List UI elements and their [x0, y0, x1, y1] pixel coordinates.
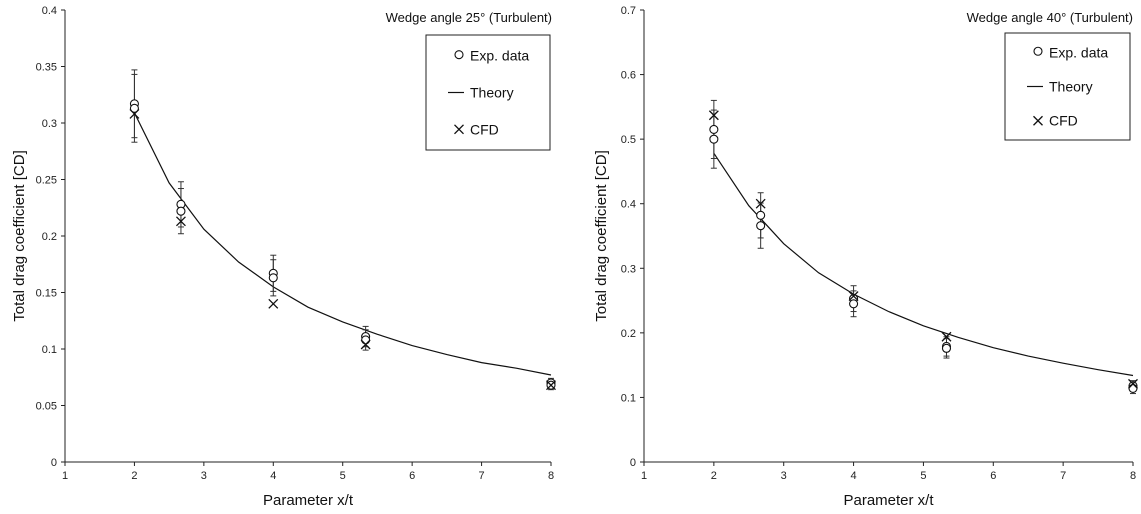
- legend-box: [1004, 32, 1131, 141]
- theory-line: [713, 152, 1134, 377]
- exp-data-marker: [709, 134, 719, 144]
- y-tick-label: 0.4: [42, 5, 57, 17]
- x-tick-label: 4: [851, 470, 857, 482]
- cfd-marker: [941, 331, 952, 342]
- exp-data-marker: [941, 343, 952, 353]
- y-tick-label: 0.2: [621, 328, 636, 340]
- legend-label: Exp. data: [470, 48, 529, 64]
- y-tick-label: 0.1: [621, 392, 636, 404]
- y-tick-label: 0.4: [621, 199, 636, 211]
- legend-box: [425, 34, 551, 151]
- x-tick-label: 5: [340, 470, 346, 482]
- y-tick-label: 0.25: [36, 175, 57, 187]
- y-tick-label: 0.15: [36, 288, 57, 300]
- x-tick-label: 4: [270, 470, 276, 482]
- cfd-marker: [708, 110, 719, 121]
- x-axis-title: Parameter x/t: [263, 492, 354, 509]
- exp-data-marker: [176, 206, 186, 216]
- chart-panel-0: 1 2 3 4 5 6 7 8 0 0.05 0.1 0.15 0.2 0.25 0.3 0.35 0.4 Par…: [11, 5, 556, 509]
- y-tick-label: 0.5: [621, 134, 636, 146]
- exp-data-marker: [1033, 46, 1043, 56]
- exp-data-marker: [756, 221, 766, 231]
- chart-panel-1: 1 2 3 4 5 6 7 8 0 0.1 0.2 0.3 0.4 0.5 0.6 0.7 Parameter …: [593, 5, 1138, 509]
- x-tick-label: 2: [711, 470, 717, 482]
- cfd-marker: [755, 198, 766, 209]
- y-tick-label: 0.1: [42, 344, 57, 356]
- exp-data-marker: [709, 124, 719, 135]
- exp-data-marker: [361, 335, 371, 345]
- exp-data-marker: [129, 103, 139, 113]
- cfd-marker: [454, 124, 464, 135]
- legend-label: Theory: [470, 85, 514, 101]
- x-tick-label: 8: [1130, 470, 1136, 482]
- x-tick-label: 1: [641, 470, 647, 482]
- chart-annotation: Wedge angle 25° (Turbulent): [386, 10, 552, 25]
- legend-label: Exp. data: [1049, 44, 1108, 60]
- x-tick-label: 5: [920, 470, 926, 482]
- chart-annotation: Wedge angle 40° (Turbulent): [967, 10, 1133, 25]
- exp-data-marker: [454, 50, 464, 60]
- y-tick-label: 0: [51, 457, 57, 469]
- x-tick-label: 2: [131, 470, 137, 482]
- x-tick-label: 3: [201, 470, 207, 482]
- x-tick-label: 6: [409, 470, 415, 482]
- cfd-marker: [546, 380, 556, 391]
- legend-label: Theory: [1049, 79, 1093, 95]
- cfd-marker: [360, 339, 371, 350]
- cfd-marker: [129, 109, 140, 119]
- y-tick-label: 0.3: [621, 263, 636, 275]
- cfd-marker: [268, 298, 279, 309]
- x-tick-label: 8: [548, 470, 554, 482]
- x-tick-label: 1: [62, 470, 68, 482]
- y-tick-label: 0.35: [36, 62, 57, 74]
- x-tick-label: 6: [990, 470, 996, 482]
- y-axis-title: Total drag coefficient [CD]: [11, 150, 28, 321]
- exp-data-marker: [1128, 383, 1138, 393]
- x-axis-title: Parameter x/t: [843, 492, 934, 509]
- y-axis-title: Total drag coefficient [CD]: [593, 150, 610, 321]
- y-tick-label: 0.6: [621, 70, 636, 82]
- exp-data-marker: [756, 210, 766, 220]
- legend-label: CFD: [1049, 113, 1078, 129]
- y-tick-label: 0: [630, 457, 636, 469]
- exp-data-marker: [268, 273, 278, 283]
- cfd-marker: [848, 291, 859, 302]
- x-tick-label: 7: [479, 470, 485, 482]
- cfd-marker: [1128, 378, 1138, 389]
- y-tick-label: 0.7: [621, 5, 636, 17]
- theory-line: [133, 112, 552, 376]
- y-tick-label: 0.2: [42, 231, 57, 243]
- exp-data-marker: [849, 299, 859, 309]
- legend-label: CFD: [470, 121, 499, 137]
- y-tick-label: 0.05: [36, 401, 57, 413]
- cfd-marker: [1033, 115, 1043, 126]
- y-tick-label: 0.3: [42, 118, 57, 130]
- x-tick-label: 3: [781, 470, 787, 482]
- cfd-marker: [175, 216, 186, 227]
- x-tick-label: 7: [1060, 470, 1066, 482]
